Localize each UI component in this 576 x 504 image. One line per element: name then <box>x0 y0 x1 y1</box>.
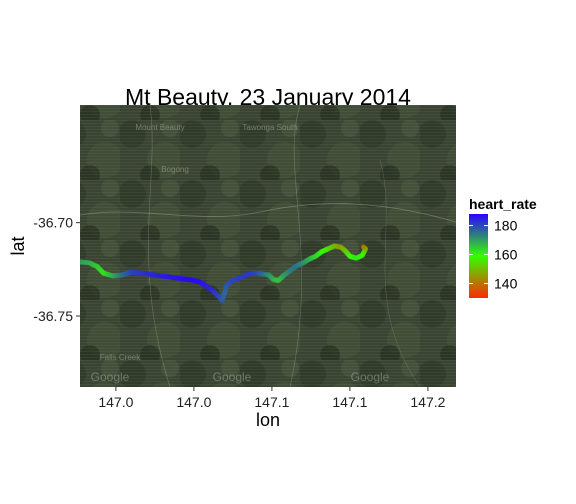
y-tick-label: -36.70 <box>33 215 73 231</box>
legend-tick-label: 140 <box>494 276 518 292</box>
legend-tick-label: 160 <box>494 247 518 263</box>
y-tick-label: -36.75 <box>33 308 73 324</box>
x-tick-label: 147.2 <box>410 394 445 410</box>
google-logo: Google <box>213 370 252 384</box>
map-place-label: Mount Beauty <box>135 123 184 132</box>
x-tick-label: 147.0 <box>176 394 211 410</box>
map-place-label: Falls Creek <box>100 353 141 362</box>
x-axis: 147.0 147.0 147.1 147.1 147.2 <box>98 387 446 410</box>
y-axis-title: lat <box>8 236 28 255</box>
map-attribution: Google Google Google <box>91 370 390 384</box>
y-axis: -36.70 -36.75 <box>33 215 80 324</box>
gps-track <box>80 243 369 304</box>
google-logo: Google <box>91 370 130 384</box>
track-point <box>360 244 366 250</box>
map-background: Mount Beauty Tawonga South Bogong Falls Cre… <box>80 105 456 387</box>
google-logo: Google <box>351 370 390 384</box>
x-tick-label: 147.1 <box>332 394 367 410</box>
x-tick-label: 147.0 <box>98 394 133 410</box>
legend-ticks: 140 160 180 <box>469 218 518 292</box>
x-tick-label: 147.1 <box>254 394 289 410</box>
legend-title: heart_rate <box>469 196 537 212</box>
legend-tick-label: 180 <box>494 218 518 234</box>
legend-colorbar <box>469 214 488 298</box>
map-place-labels: Mount Beauty Tawonga South Bogong Falls Cre… <box>100 123 298 362</box>
map-place-label: Bogong <box>161 165 189 174</box>
x-axis-title: lon <box>256 410 280 430</box>
color-legend: heart_rate 140 160 180 <box>469 196 537 298</box>
map-place-label: Tawonga South <box>242 123 297 132</box>
